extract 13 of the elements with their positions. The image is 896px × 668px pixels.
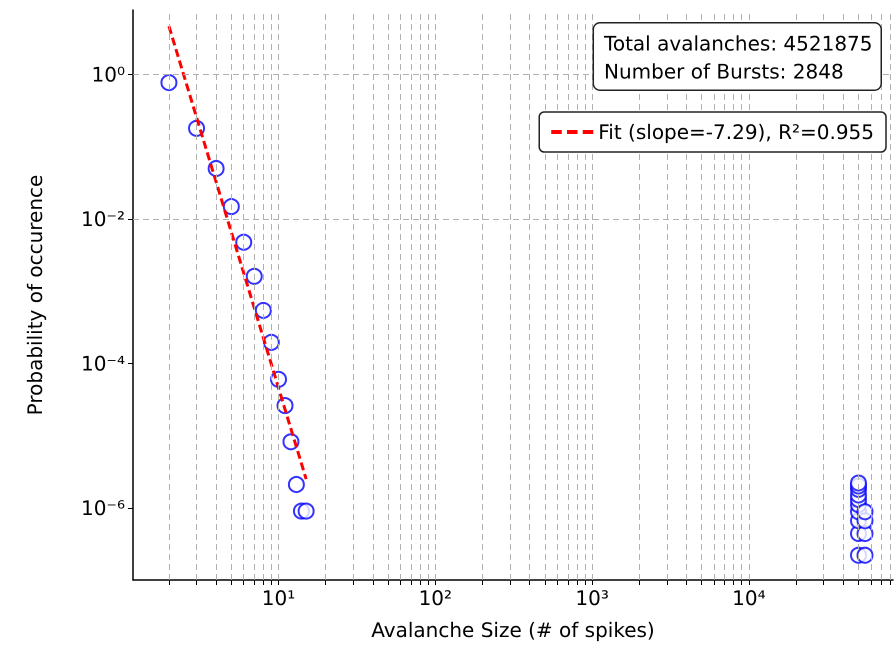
x-tick-label: 10¹ [262,586,296,610]
y-axis-title: Probability of occurence [23,174,47,416]
annotation: Number of Bursts: 2848 [604,60,844,84]
x-axis-title: Avalanche Size (# of spikes) [371,618,655,642]
annotation: Total avalanches: 4521875 [603,32,872,56]
x-tick-label: 10³ [575,586,609,610]
y-tick-label: 10⁻⁶ [80,496,125,520]
x-tick-label: 10² [418,586,452,610]
x-tick-label: 10⁴ [732,586,766,610]
y-tick-label: 10⁰ [92,62,125,86]
legend-label: Fit (slope=-7.29), R²=0.955 [598,120,874,144]
y-tick-label: 10⁻² [80,206,125,231]
y-tick-label: 10⁻⁴ [80,351,125,376]
